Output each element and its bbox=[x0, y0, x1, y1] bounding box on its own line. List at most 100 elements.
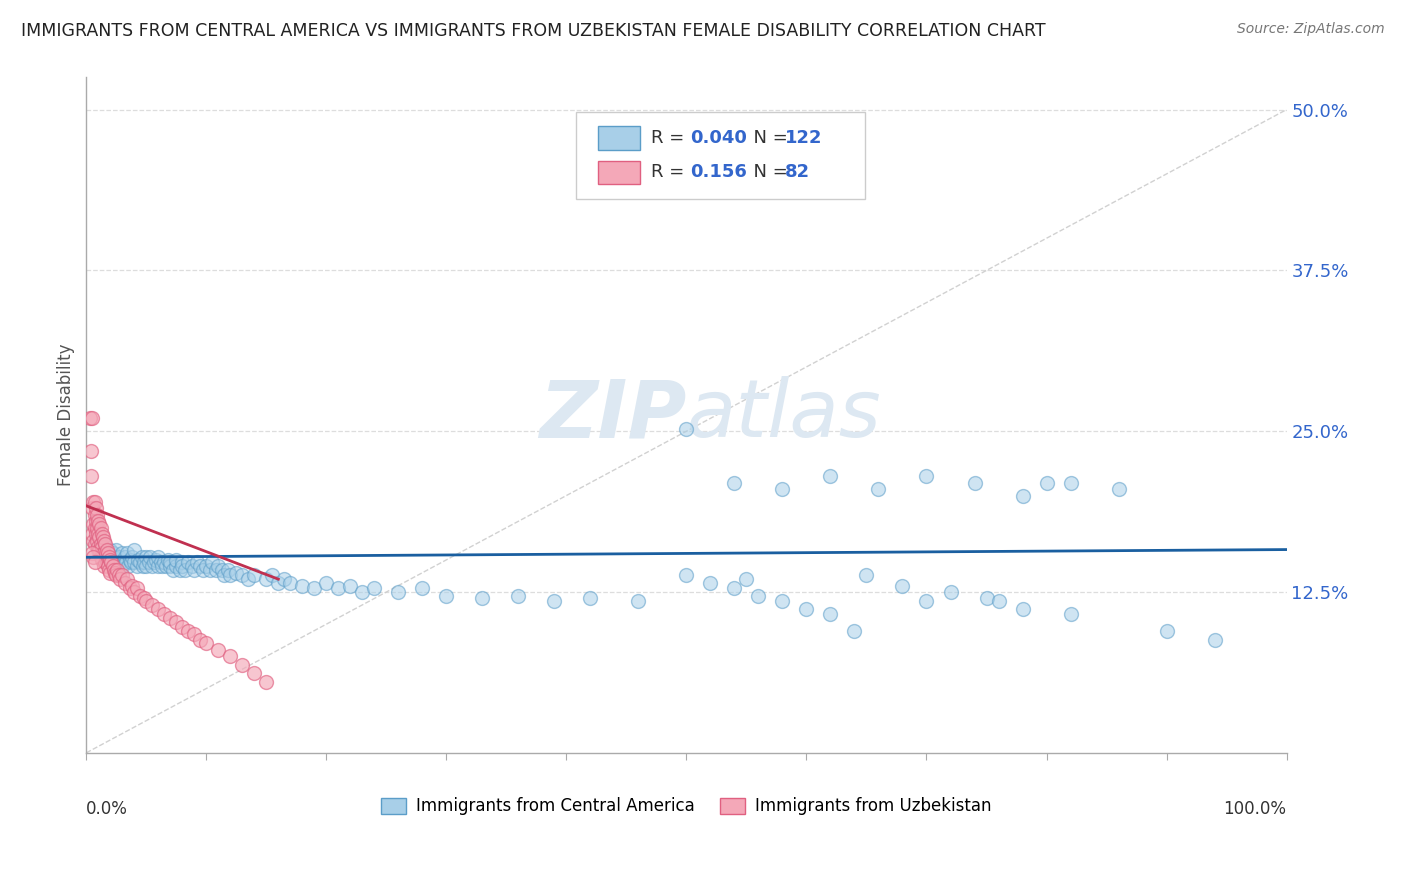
Point bbox=[90, 550, 112, 565]
Point bbox=[141, 598, 163, 612]
Point bbox=[121, 578, 143, 592]
Point bbox=[82, 411, 104, 425]
Point bbox=[107, 550, 129, 565]
Point bbox=[135, 550, 157, 565]
Point bbox=[180, 559, 202, 574]
Point bbox=[135, 594, 157, 608]
Point bbox=[915, 469, 938, 483]
Point bbox=[387, 585, 409, 599]
Point bbox=[98, 550, 121, 565]
Point bbox=[231, 568, 253, 582]
Point bbox=[243, 568, 266, 582]
Point bbox=[254, 572, 277, 586]
Point bbox=[93, 546, 115, 560]
Point bbox=[82, 546, 104, 560]
Point bbox=[169, 563, 191, 577]
Point bbox=[90, 521, 112, 535]
Point bbox=[772, 482, 794, 496]
Point bbox=[139, 550, 162, 565]
Point bbox=[183, 627, 205, 641]
Point bbox=[84, 533, 107, 548]
Point bbox=[91, 546, 114, 560]
Point bbox=[796, 601, 818, 615]
Point bbox=[117, 559, 139, 574]
Text: ZIP: ZIP bbox=[538, 376, 686, 454]
Point bbox=[280, 576, 302, 591]
Point bbox=[101, 546, 124, 560]
Point bbox=[108, 556, 131, 570]
Point bbox=[820, 469, 842, 483]
Point bbox=[723, 475, 745, 490]
Point bbox=[98, 553, 121, 567]
Point bbox=[411, 581, 433, 595]
Point bbox=[82, 533, 104, 548]
Point bbox=[97, 556, 120, 570]
Point bbox=[83, 537, 105, 551]
Point bbox=[89, 542, 111, 557]
Point bbox=[120, 556, 142, 570]
Point bbox=[165, 559, 187, 574]
Point bbox=[101, 559, 124, 574]
Point bbox=[159, 556, 181, 570]
Point bbox=[198, 563, 221, 577]
Point bbox=[172, 556, 194, 570]
Point bbox=[111, 568, 134, 582]
Point bbox=[150, 559, 173, 574]
Point bbox=[153, 607, 176, 621]
Point bbox=[83, 521, 105, 535]
Point bbox=[104, 566, 127, 580]
Point bbox=[90, 537, 112, 551]
Point bbox=[108, 572, 131, 586]
Point bbox=[153, 556, 176, 570]
Point bbox=[205, 563, 228, 577]
Point bbox=[1059, 475, 1081, 490]
Point bbox=[1108, 482, 1130, 496]
Point bbox=[675, 422, 697, 436]
Point bbox=[243, 666, 266, 681]
Point bbox=[1156, 624, 1178, 638]
Point bbox=[214, 568, 236, 582]
Point bbox=[291, 578, 314, 592]
Point bbox=[262, 568, 284, 582]
Point bbox=[111, 546, 134, 560]
Point bbox=[156, 553, 179, 567]
Text: R =: R = bbox=[651, 163, 690, 181]
Point bbox=[195, 636, 218, 650]
Point bbox=[1035, 475, 1057, 490]
Text: 122: 122 bbox=[785, 129, 823, 147]
Legend: Immigrants from Central America, Immigrants from Uzbekistan: Immigrants from Central America, Immigra… bbox=[374, 791, 998, 822]
Point bbox=[115, 572, 138, 586]
Point bbox=[86, 521, 108, 535]
Point bbox=[124, 556, 146, 570]
Point bbox=[125, 581, 148, 595]
Text: 82: 82 bbox=[785, 163, 810, 181]
Point bbox=[90, 553, 112, 567]
Text: 100.0%: 100.0% bbox=[1223, 800, 1286, 818]
Text: N =: N = bbox=[742, 163, 794, 181]
Point bbox=[1204, 632, 1226, 647]
Point bbox=[868, 482, 890, 496]
Point bbox=[434, 589, 457, 603]
Point bbox=[83, 495, 105, 509]
Point bbox=[127, 553, 149, 567]
Point bbox=[84, 501, 107, 516]
Point bbox=[177, 624, 200, 638]
Point bbox=[84, 527, 107, 541]
Point bbox=[508, 589, 530, 603]
Point bbox=[162, 563, 184, 577]
Point bbox=[304, 581, 326, 595]
Point bbox=[94, 537, 117, 551]
Point bbox=[238, 572, 260, 586]
Point bbox=[83, 556, 105, 570]
Point bbox=[97, 559, 120, 574]
Point bbox=[183, 563, 205, 577]
Y-axis label: Female Disability: Female Disability bbox=[58, 344, 75, 486]
Point bbox=[98, 563, 121, 577]
Point bbox=[747, 589, 769, 603]
Point bbox=[675, 568, 697, 582]
Point bbox=[103, 550, 125, 565]
Point bbox=[315, 576, 337, 591]
Point bbox=[148, 550, 170, 565]
Point bbox=[217, 563, 239, 577]
Point bbox=[135, 559, 157, 574]
